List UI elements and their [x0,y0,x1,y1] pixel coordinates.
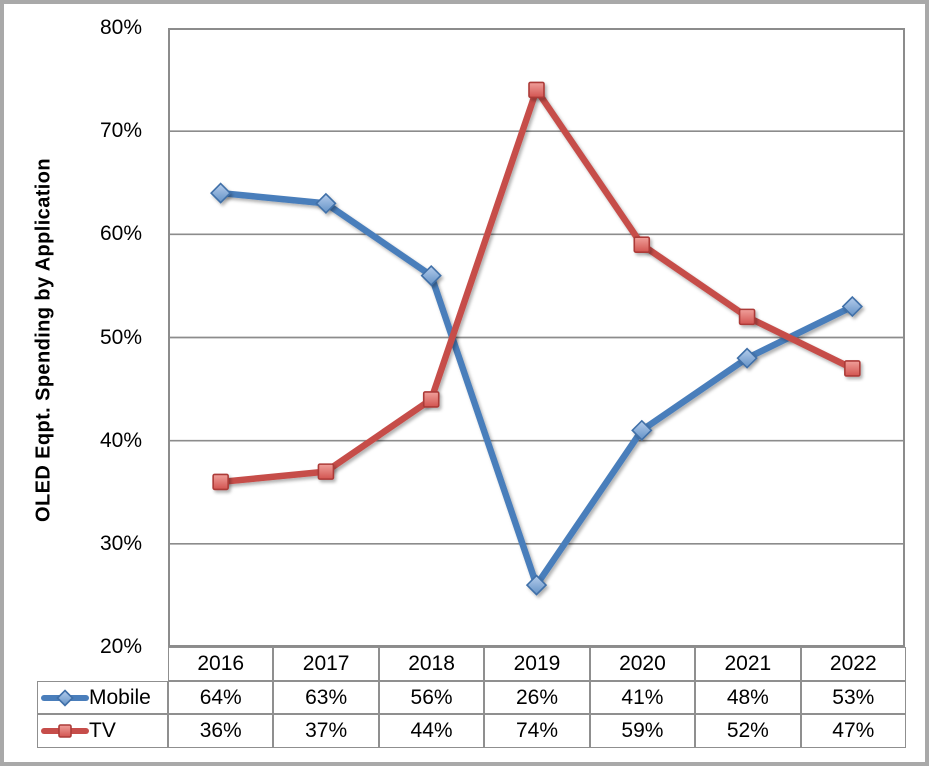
mobile-value-cell: 63% [273,681,379,714]
y-tick-label: 60% [99,222,142,246]
x-category-label: 2021 [695,647,801,681]
mobile-value-cell: 26% [484,681,590,714]
mobile-marker [841,295,863,318]
mobile-value-cell: 56% [378,681,485,714]
x-category-label: 2018 [378,647,485,681]
y-tick-label: 70% [99,119,142,143]
tv-marker [317,463,335,480]
plot-border [168,28,905,647]
mobile-marker [736,347,758,369]
y-tick-label: 40% [99,428,142,452]
tv-value-cell: 47% [800,714,906,748]
x-category-label: 2022 [800,647,906,681]
x-category-label: 2019 [484,647,590,681]
x-category-label: 2017 [273,647,379,681]
tv-marker [844,360,861,377]
data-table: 2016 2017 2018 2019 2020 2021 2022 Mobile 64% 63%… [37,647,906,748]
mobile-legend-key-icon [41,688,89,707]
y-tick-label: 80% [99,16,142,39]
mobile-series-name: Mobile [89,685,151,709]
tv-marker [738,308,756,326]
mobile-marker [420,264,442,287]
mobile-value-cell: 53% [800,681,906,714]
mobile-value-cell: 64% [168,681,274,714]
mobile-series-line [217,189,856,589]
tv-marker [422,391,440,408]
tv-series-line [217,86,856,486]
legend-tv: TV [37,714,168,748]
mobile-marker [631,419,653,441]
mobile-marker [210,182,232,204]
legend-mobile: Mobile [37,681,168,714]
y-tick-label: 50% [99,325,142,349]
y-tick-label: 20% [99,635,142,658]
mobile-value-cell: 41% [589,681,696,714]
y-tick-label: 30% [99,531,142,555]
tv-marker [633,236,651,253]
tv-value-cell: 36% [168,714,274,748]
tv-legend-key-icon [41,724,89,738]
tv-marker [212,473,229,491]
mobile-marker [315,192,337,215]
table-corner-blank [37,647,168,681]
tv-value-cell: 37% [273,714,379,748]
tv-value-cell: 52% [695,714,801,748]
plot-area [168,28,905,647]
mobile-marker [525,574,548,596]
tv-series-name: TV [89,719,116,742]
tv-value-cell: 59% [589,714,696,748]
tv-marker [528,81,545,99]
tv-value-cell: 74% [484,714,590,748]
y-axis-tick-labels: 80% 70% 60% 50% 40% 30% 20% [4,4,142,762]
mobile-value-cell: 48% [695,681,801,714]
x-category-label: 2016 [168,647,274,681]
x-category-label: 2020 [589,647,696,681]
tv-value-cell: 44% [378,714,485,748]
